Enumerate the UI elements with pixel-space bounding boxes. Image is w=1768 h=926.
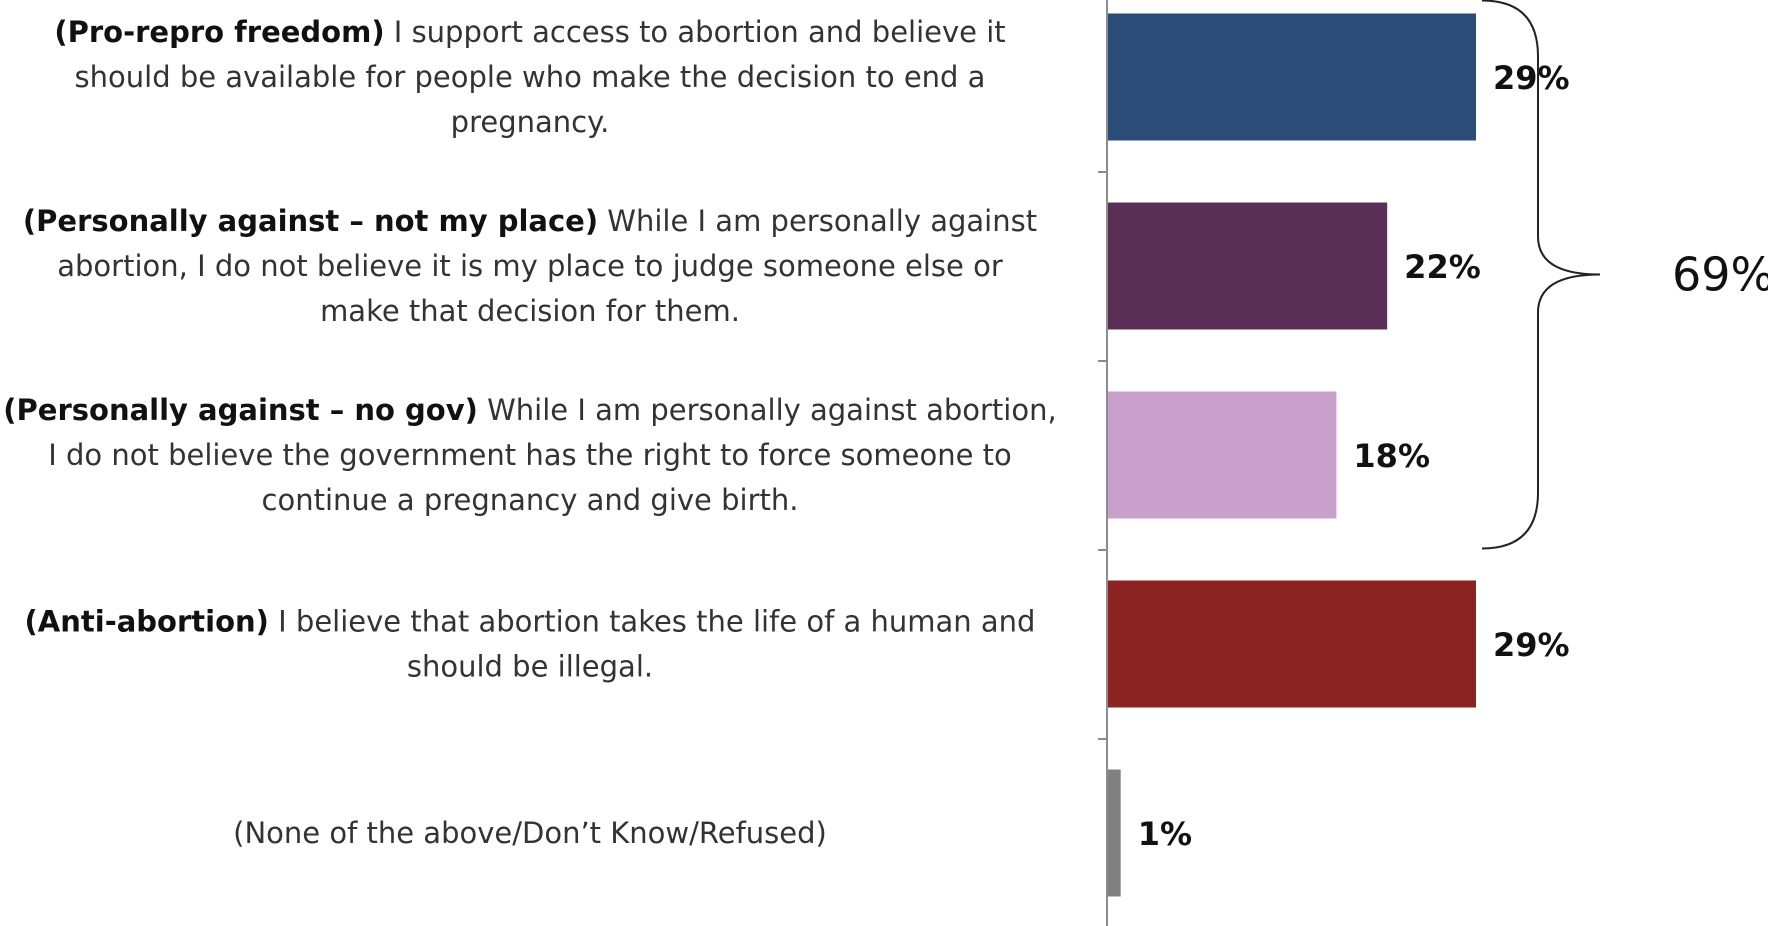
bracket-total-label: 69% xyxy=(1672,248,1768,302)
bracket-group: 69% xyxy=(1481,0,1768,550)
bar-3 xyxy=(1108,391,1337,519)
bar-1 xyxy=(1108,13,1476,141)
category-label-4: (Anti-abortion) I believe that abortion … xyxy=(25,605,1036,684)
value-label-2: 22% xyxy=(1404,248,1481,286)
value-label-5: 1% xyxy=(1138,815,1192,853)
bar-5 xyxy=(1108,769,1121,897)
category-axis xyxy=(1098,0,1108,926)
category-label-1: (Pro-repro freedom) I support access to … xyxy=(54,15,1005,139)
category-label-3: (Personally against – no gov) While I am… xyxy=(3,393,1056,517)
value-label-3: 18% xyxy=(1353,437,1430,475)
bars-group xyxy=(1108,13,1476,897)
category-label-5: (None of the above/Don’t Know/Refused) xyxy=(233,816,827,850)
category-labels-group: (Pro-repro freedom) I support access to … xyxy=(3,15,1056,850)
value-label-4: 29% xyxy=(1493,626,1570,664)
bar-4 xyxy=(1108,580,1476,708)
value-labels-group: 29% 22% 18% 29% 1% xyxy=(1138,59,1570,853)
value-label-1: 29% xyxy=(1493,59,1570,97)
bar-2 xyxy=(1108,202,1388,330)
category-label-2: (Personally against – not my place) Whil… xyxy=(23,204,1037,328)
bracket-path xyxy=(1481,0,1601,550)
